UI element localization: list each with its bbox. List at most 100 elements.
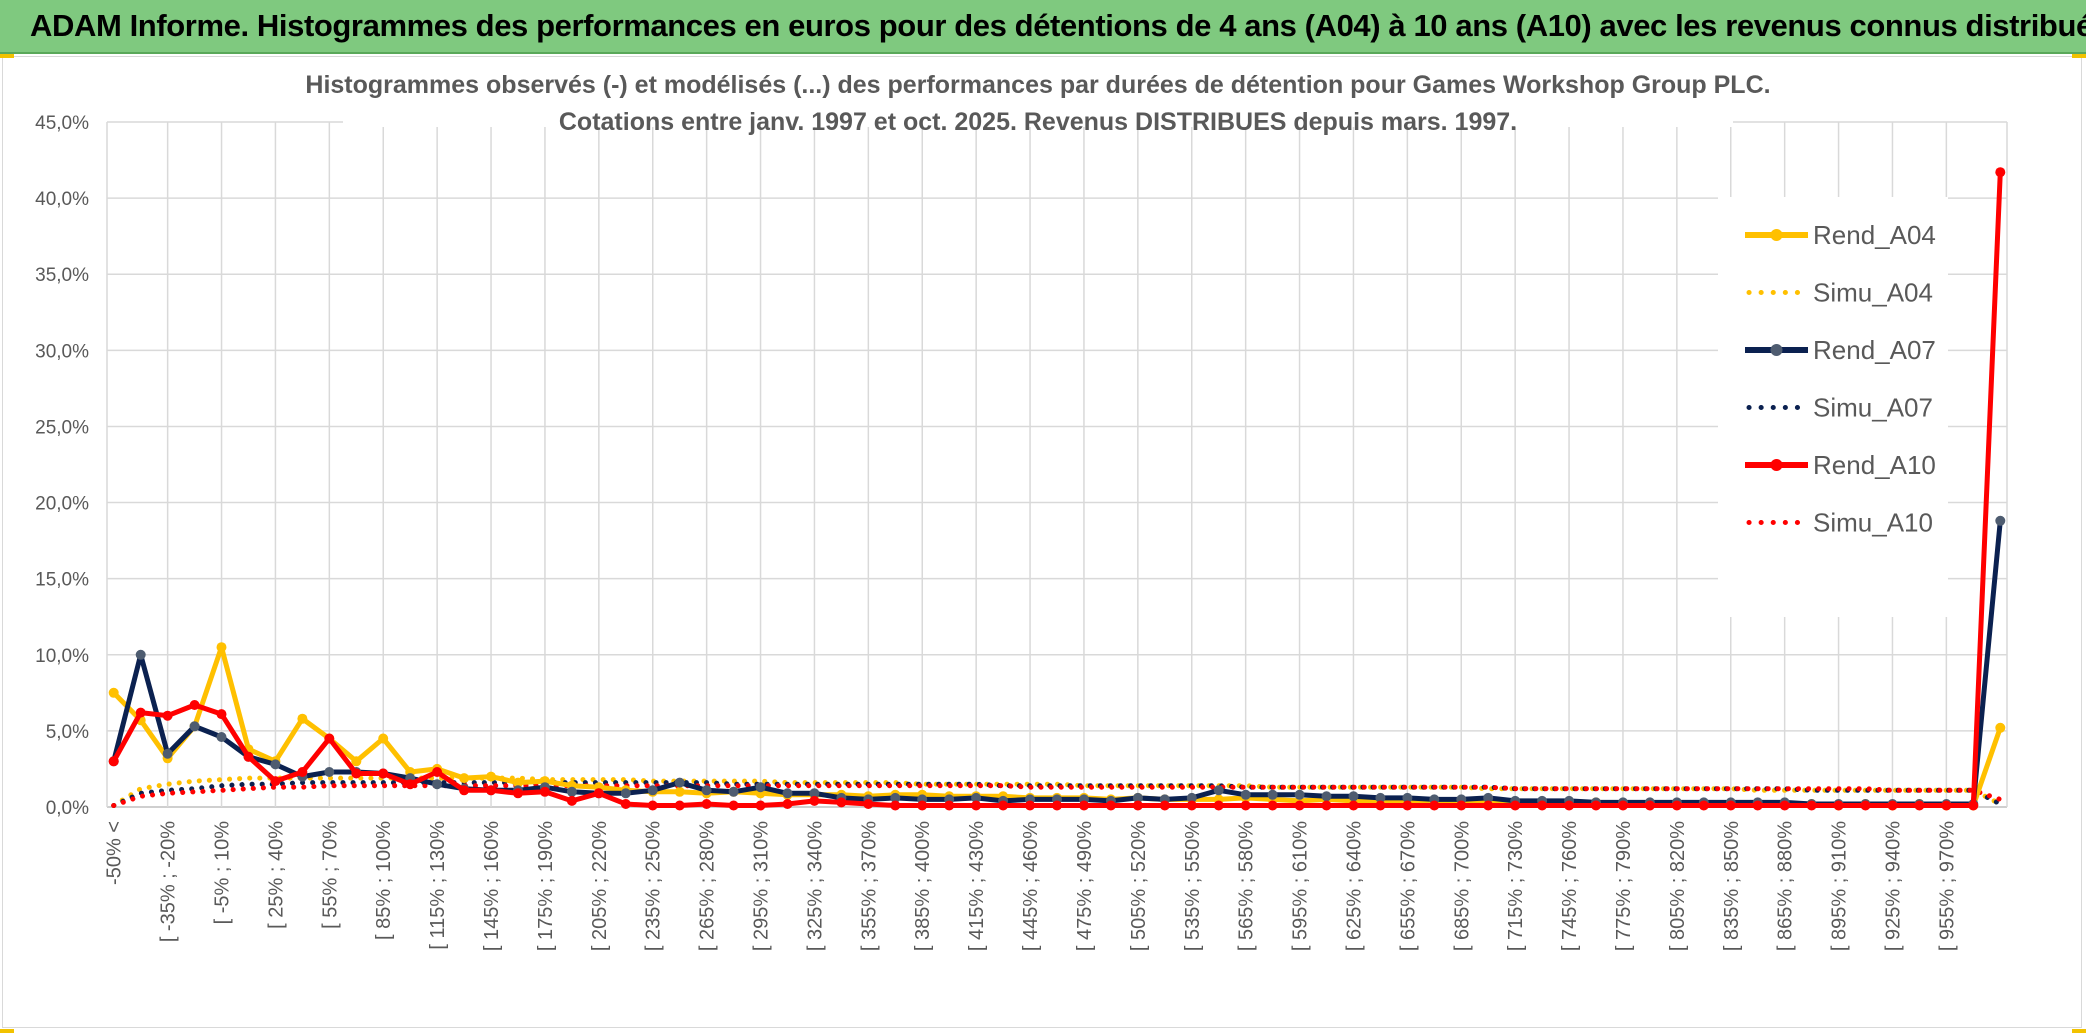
data-point-rend_a07 — [135, 649, 146, 660]
x-tick-label: [ 295% ; 310% — [751, 821, 773, 951]
data-point-rend_a10 — [1456, 800, 1467, 811]
data-point-rend_a10 — [1483, 800, 1494, 811]
x-tick-label: [ 115% ; 130% — [427, 821, 449, 950]
y-tick-label: 10,0% — [35, 646, 89, 667]
data-point-rend_a10 — [1914, 800, 1925, 811]
data-point-rend_a04 — [513, 777, 523, 788]
x-tick-label: [ 655% ; 670% — [1397, 821, 1419, 951]
data-point-rend_a10 — [566, 795, 577, 806]
data-point-rend_a10 — [1806, 800, 1817, 811]
x-tick-label: [ 385% ; 400% — [912, 821, 934, 951]
x-tick-label: [ 205% ; 220% — [589, 821, 611, 951]
chart-title: Histogrammes observés (-) et modélisés (… — [305, 71, 1770, 99]
data-point-rend_a10 — [971, 800, 982, 811]
data-point-rend_a10 — [108, 756, 119, 767]
data-point-rend_a07 — [890, 792, 901, 803]
data-point-rend_a04 — [459, 773, 470, 784]
data-point-rend_a10 — [1510, 800, 1521, 811]
legend-marker — [1770, 344, 1783, 356]
data-point-rend_a10 — [1968, 800, 1979, 811]
x-tick-label: [ 625% ; 640% — [1343, 821, 1365, 951]
data-point-rend_a07 — [1267, 789, 1278, 800]
report-header: ADAM Informe. Histogrammes des performan… — [0, 0, 2086, 54]
data-point-rend_a10 — [1159, 800, 1170, 811]
data-point-rend_a07 — [728, 786, 739, 797]
y-tick-label: 40,0% — [35, 189, 89, 210]
x-tick-label: [ 235% ; 250% — [643, 821, 665, 951]
y-axis: 0,0% 5,0% 10,0% 15,0% 20,0% 25,0% 30,0% 35,0% 40… — [35, 113, 89, 819]
data-point-rend_a10 — [1294, 800, 1305, 811]
y-tick-label: 5,0% — [46, 722, 89, 743]
data-point-rend_a07 — [809, 788, 820, 799]
data-point-rend_a07 — [216, 732, 227, 742]
data-point-rend_a10 — [728, 800, 739, 811]
y-tick-label: 45,0% — [35, 113, 89, 134]
data-point-rend_a04 — [486, 771, 496, 782]
data-point-rend_a07 — [1294, 789, 1305, 800]
data-point-rend_a04 — [674, 786, 685, 797]
x-tick-label: [ 595% ; 610% — [1290, 821, 1312, 951]
data-point-rend_a10 — [216, 709, 227, 720]
data-point-rend_a04 — [297, 713, 308, 724]
data-point-rend_a10 — [486, 785, 496, 796]
data-point-rend_a04 — [108, 687, 119, 698]
data-point-rend_a10 — [1887, 800, 1898, 811]
x-tick-label: [ 835% ; 850% — [1721, 821, 1743, 951]
data-point-rend_a07 — [1995, 515, 2006, 526]
data-point-rend_a10 — [1186, 800, 1197, 811]
corner-mark — [0, 1029, 14, 1033]
x-tick-label: [ 265% ; 280% — [697, 821, 719, 951]
data-point-rend_a10 — [1079, 800, 1089, 811]
data-point-rend_a07 — [432, 779, 443, 790]
data-point-rend_a10 — [324, 733, 335, 744]
x-tick-label: [ 955% ; 970% — [1936, 821, 1958, 951]
title-backdrop — [343, 61, 1733, 127]
x-tick-label: [ 895% ; 910% — [1829, 821, 1851, 951]
series-line-rend_a04 — [111, 644, 2003, 808]
data-point-rend_a10 — [620, 799, 631, 809]
legend-label: Simu_A07 — [1813, 393, 1933, 423]
data-point-rend_a10 — [836, 797, 847, 808]
data-point-rend_a10 — [1321, 800, 1332, 811]
data-point-rend_a10 — [755, 800, 766, 811]
data-point-rend_a07 — [620, 788, 631, 799]
data-point-rend_a10 — [1375, 800, 1386, 811]
data-point-rend_a10 — [432, 767, 443, 777]
data-point-rend_a07 — [755, 782, 766, 793]
data-point-rend_a10 — [1618, 800, 1628, 811]
data-point-rend_a07 — [270, 759, 281, 770]
data-point-rend_a10 — [162, 710, 173, 721]
data-point-rend_a07 — [647, 785, 658, 796]
data-point-rend_a07 — [1483, 792, 1494, 803]
x-tick-label: [ 685% ; 700% — [1451, 821, 1473, 951]
grid — [106, 121, 2008, 808]
series-line-simu_a10 — [111, 783, 2003, 808]
corner-mark — [2072, 1029, 2086, 1033]
data-point-rend_a10 — [1348, 800, 1359, 811]
x-tick-label: [ 355% ; 370% — [858, 821, 880, 951]
series-line-rend_a07 — [111, 520, 2003, 807]
legend-label: Rend_A04 — [1813, 220, 1936, 250]
y-tick-label: 35,0% — [35, 265, 89, 286]
data-point-rend_a07 — [1132, 792, 1143, 803]
y-tick-label: 20,0% — [35, 494, 89, 515]
legend-label: Simu_A04 — [1813, 278, 1933, 308]
data-point-rend_a07 — [1321, 791, 1332, 802]
data-point-rend_a10 — [809, 795, 820, 806]
data-point-rend_a07 — [1402, 792, 1413, 803]
x-tick-label: [ 325% ; 340% — [804, 821, 826, 951]
data-point-rend_a10 — [1267, 800, 1278, 811]
data-point-rend_a07 — [1375, 792, 1386, 803]
chart-frame: 0,0% 5,0% 10,0% 15,0% 20,0% 25,0% 30,0% 35,0% 40… — [2, 56, 2082, 1028]
x-axis: -50% < [ -35% ; -20% [ -5% ; 10% [ 25% ; 40… — [104, 821, 1959, 951]
data-point-rend_a10 — [135, 707, 146, 718]
data-point-rend_a10 — [1537, 800, 1548, 811]
data-point-rend_a10 — [1213, 800, 1224, 811]
legend-label: Rend_A10 — [1813, 450, 1936, 480]
data-point-rend_a10 — [1860, 800, 1871, 811]
data-point-rend_a10 — [539, 786, 550, 797]
data-point-rend_a07 — [971, 792, 982, 803]
data-point-rend_a10 — [1698, 800, 1709, 811]
data-point-rend_a07 — [1348, 791, 1359, 802]
data-point-rend_a10 — [1779, 800, 1790, 811]
